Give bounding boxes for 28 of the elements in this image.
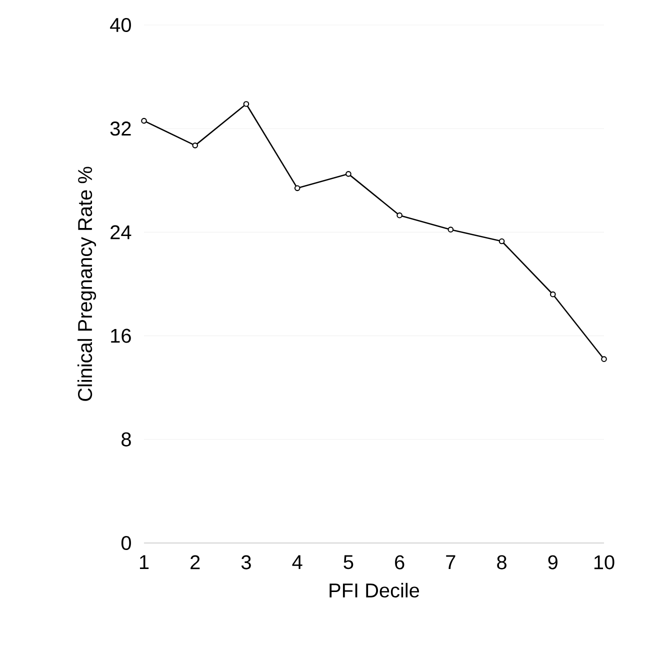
point — [294, 185, 300, 192]
y-axis-title: Clinical Pregnancy Rate % — [77, 166, 96, 401]
y-tick-label: 40 — [110, 18, 131, 32]
point — [396, 212, 402, 218]
point — [498, 238, 505, 244]
x-tick-label: 2 — [190, 555, 200, 570]
point — [448, 226, 454, 233]
x-tick-label: 9 — [548, 555, 558, 570]
point — [192, 142, 198, 148]
x-tick-label: 4 — [292, 555, 302, 569]
point — [346, 170, 352, 177]
x-tick-label: 1 — [140, 555, 149, 569]
x-tick-label: 7 — [446, 555, 456, 569]
x-tick-label: 6 — [395, 555, 404, 570]
point — [243, 101, 250, 107]
point — [601, 356, 607, 362]
y-tick-label: 0 — [121, 536, 131, 550]
point — [141, 118, 147, 124]
x-tick-label: 3 — [241, 555, 251, 570]
x-tick-label: 5 — [344, 555, 354, 570]
x-axis-title: PFI Decile — [330, 582, 420, 598]
x-tick-label: 8 — [497, 555, 506, 570]
y-tick-label: 32 — [110, 122, 131, 136]
y-tick-label: 8 — [122, 432, 131, 446]
y-tick-label: 16 — [111, 328, 131, 343]
x-tick-label: 10 — [594, 555, 614, 570]
y-tick-label: 24 — [110, 225, 132, 240]
point — [550, 291, 556, 298]
